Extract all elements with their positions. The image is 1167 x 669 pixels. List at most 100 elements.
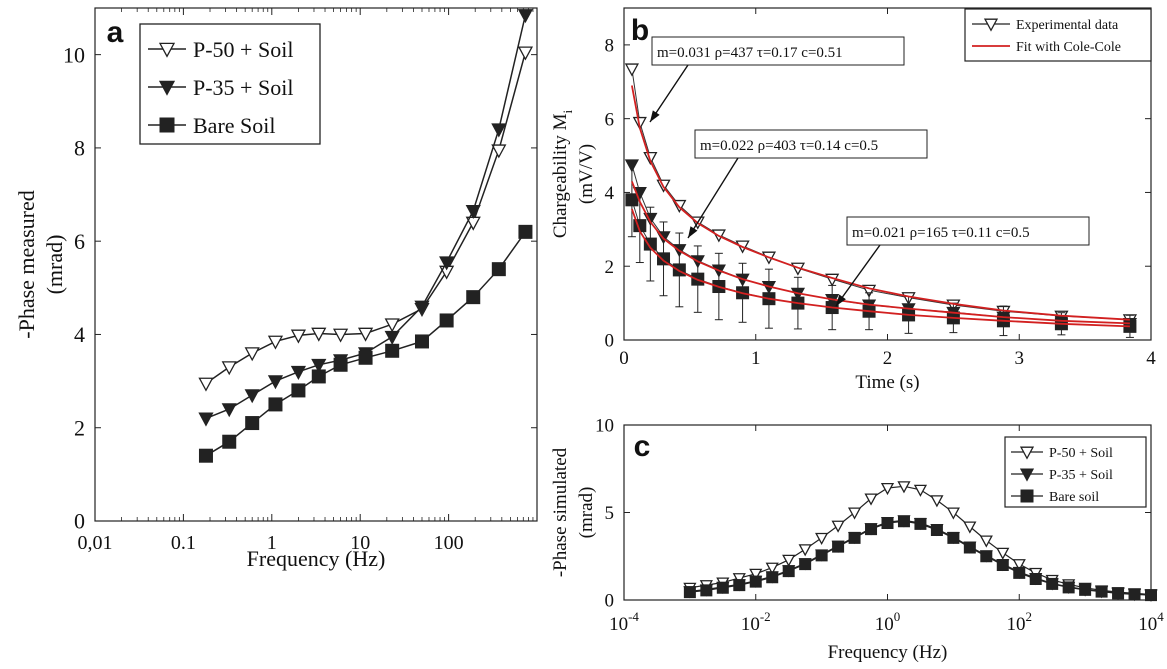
- data-point: [1095, 585, 1108, 598]
- series-3: [683, 515, 1157, 602]
- data-point: [1128, 588, 1141, 601]
- data-point: [414, 334, 429, 349]
- annotation-box: [651, 36, 905, 66]
- y-tick-label: 8: [74, 136, 85, 161]
- x-tick-label: 100: [434, 532, 464, 554]
- x-tick-base: 10: [1138, 614, 1157, 635]
- legend: P-50 + Soil P-35 + Soil Bare Soil: [139, 23, 321, 145]
- y-axis-label-main: Chargeability M: [550, 113, 571, 238]
- data-point: [267, 375, 284, 390]
- legend-label: Fit with Cole-Cole: [1016, 40, 1121, 55]
- y-axis-label: Chargeability Mi: [550, 109, 575, 238]
- data-point: [517, 9, 534, 24]
- data-point: [465, 205, 481, 220]
- legend-label: P-35 + Soil: [1049, 468, 1113, 483]
- annotation-text: m=0.022 ρ=403 τ=0.14 c=0.5: [700, 138, 878, 154]
- data-point: [881, 517, 894, 529]
- annotation-arrow: [835, 244, 881, 307]
- annotation-1: m=0.031 ρ=437 τ=0.17 c=0.51: [649, 36, 905, 123]
- annotation-arrow: [649, 64, 689, 123]
- x-tick-label: 3: [1015, 348, 1025, 369]
- data-point: [914, 517, 927, 530]
- data-point: [491, 144, 507, 159]
- x-tick-label: 10-4: [609, 609, 639, 635]
- y-tick-label: 5: [605, 503, 615, 524]
- x-tick-label: 1: [751, 348, 761, 369]
- series-1: [198, 46, 534, 392]
- data-point: [815, 532, 829, 546]
- data-point: [930, 495, 944, 508]
- data-point: [1012, 559, 1026, 572]
- y-tick-label: 6: [605, 109, 615, 130]
- x-tick-exponent: 2: [1026, 609, 1033, 624]
- panel-letter: a: [107, 16, 124, 49]
- data-point: [749, 568, 763, 581]
- data-point: [1145, 589, 1157, 602]
- legend: P-50 + Soil P-35 + Soil Bare soil: [1004, 436, 1147, 508]
- data-point: [625, 193, 639, 207]
- data-point: [865, 523, 878, 536]
- data-point: [244, 389, 260, 404]
- data-point: [831, 520, 845, 533]
- data-point: [439, 256, 455, 271]
- x-tick-label: 4: [1146, 348, 1156, 369]
- series-3: [198, 224, 533, 463]
- x-tick-exponent: 4: [1157, 609, 1164, 624]
- y-tick-label: 4: [605, 183, 615, 204]
- x-tick-base: 10: [609, 614, 628, 635]
- annotation-text: m=0.021 ρ=165 τ=0.11 c=0.5: [852, 225, 1030, 241]
- y-tick-label: 0: [605, 591, 615, 612]
- data-point: [897, 481, 911, 494]
- data-point: [798, 544, 812, 557]
- y-tick-label: 10: [63, 42, 85, 67]
- data-point: [864, 493, 878, 506]
- data-point: [414, 300, 430, 315]
- x-tick-label: 10-2: [741, 609, 771, 635]
- x-tick-label: 10: [350, 532, 370, 554]
- data-point: [946, 507, 960, 520]
- y-tick-label: 6: [74, 229, 85, 254]
- data-point: [733, 579, 746, 592]
- data-point: [466, 290, 481, 305]
- data-point: [311, 358, 327, 373]
- data-point: [1112, 587, 1125, 600]
- x-tick-label: 0,01: [78, 532, 113, 554]
- y-axis-label-subscript: i: [560, 109, 575, 113]
- legend-marker: [1019, 446, 1035, 460]
- x-tick-label: 0.1: [171, 532, 196, 554]
- data-point: [947, 531, 960, 544]
- legend-marker: [159, 117, 175, 133]
- x-tick-label: 100: [875, 609, 901, 635]
- panel-letter: c: [634, 430, 651, 463]
- legend-label: Bare soil: [1049, 490, 1099, 505]
- x-tick-label: 104: [1138, 609, 1164, 635]
- y-axis-label-unit: (mV/V): [576, 144, 597, 204]
- data-point: [267, 335, 284, 350]
- panel-a: 0 2 4 6 8 10 0,01 0.1 1 10 100 Frequency (Hz) -Phase…: [14, 7, 538, 571]
- data-point: [311, 369, 326, 384]
- data-point: [897, 515, 910, 528]
- x-axis-label: Time (s): [855, 372, 919, 393]
- data-point: [782, 554, 796, 567]
- data-point: [333, 357, 348, 372]
- data-point: [332, 328, 349, 343]
- data-point: [222, 434, 237, 449]
- x-tick-label: 102: [1007, 609, 1033, 635]
- data-point: [930, 524, 943, 536]
- y-tick-label: 2: [74, 415, 85, 440]
- data-point: [963, 521, 977, 534]
- y-tick-label: 0: [605, 331, 615, 352]
- data-point: [1079, 583, 1092, 596]
- legend-box: [964, 8, 1152, 62]
- data-point: [491, 262, 506, 277]
- data-point: [643, 237, 657, 251]
- data-point: [1062, 581, 1075, 594]
- panel-letter: b: [631, 14, 649, 47]
- data-point: [782, 565, 795, 578]
- data-point: [979, 535, 993, 548]
- data-point: [880, 482, 895, 496]
